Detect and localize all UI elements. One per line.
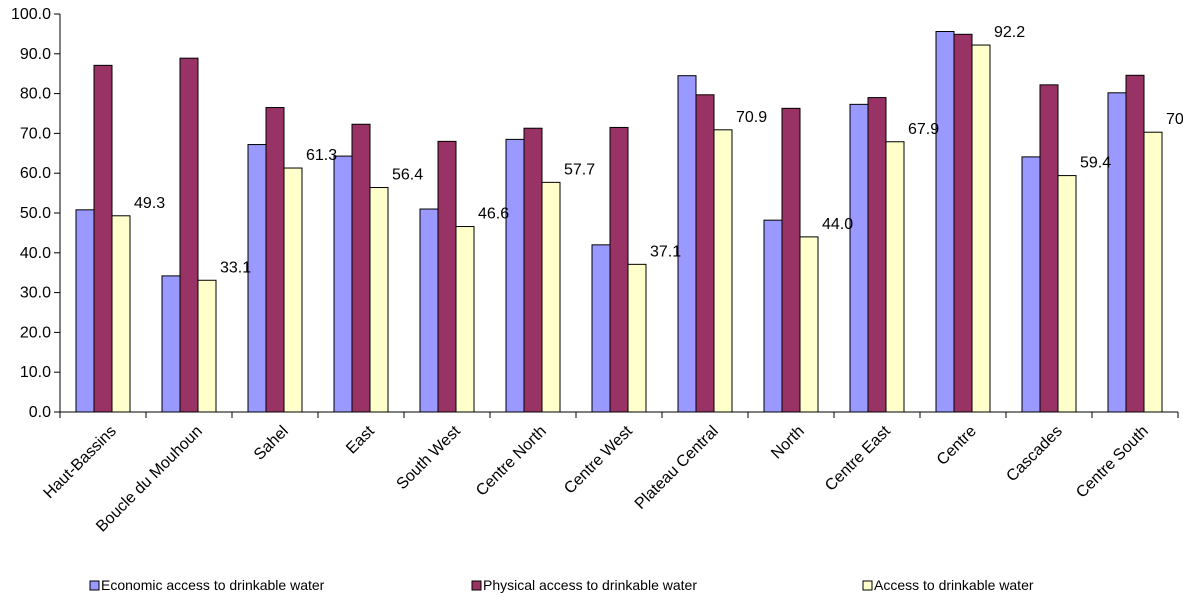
category-label: Centre East (822, 422, 894, 494)
bar (111, 215, 131, 413)
bar (283, 167, 303, 413)
data-label: 92.2 (994, 24, 1025, 41)
bar (885, 141, 905, 413)
category-label: Centre North (473, 423, 550, 500)
legend-label: Economic access to drinkable water (101, 577, 325, 593)
legend-label: Access to drinkable water (874, 577, 1034, 593)
bar (351, 123, 371, 413)
category-label: Centre (934, 423, 980, 469)
category-label: South West (394, 422, 465, 493)
bar (179, 57, 199, 413)
category-label: East (343, 422, 378, 457)
category-label: Cascades (1003, 423, 1065, 485)
y-tick-label: 100.0 (11, 6, 51, 23)
data-label: 70.3 (1166, 111, 1183, 128)
data-label: 46.6 (478, 206, 509, 223)
y-tick-label: 40.0 (20, 245, 51, 262)
y-tick-label: 50.0 (20, 205, 51, 222)
bar (161, 275, 181, 413)
legend: Economic access to drinkable water Physic… (89, 577, 1034, 593)
bar (953, 33, 973, 413)
bar (1039, 84, 1059, 413)
data-label: 37.1 (650, 243, 681, 260)
bar (591, 244, 611, 413)
bar (505, 138, 525, 413)
bar (455, 226, 475, 413)
category-label: Centre South (1073, 423, 1152, 502)
bar (781, 107, 801, 413)
bar (849, 103, 869, 413)
bar (247, 144, 267, 413)
y-tick-label: 70.0 (20, 125, 51, 142)
data-label: 44.0 (822, 216, 853, 233)
data-label: 33.1 (220, 259, 251, 276)
bar (1143, 131, 1163, 413)
data-label: 57.7 (564, 161, 595, 178)
bars (75, 31, 1163, 413)
y-tick-label: 30.0 (20, 285, 51, 302)
y-tick-label: 20.0 (20, 324, 51, 341)
bar (93, 64, 113, 413)
bar (713, 129, 733, 413)
category-label: Centre West (561, 422, 636, 497)
category-label: Haut-Bassins (41, 423, 120, 502)
category-label: Plateau Central (632, 423, 722, 513)
data-label: 59.4 (1080, 155, 1111, 172)
data-label: 56.4 (392, 167, 423, 184)
bar (609, 126, 629, 413)
bar (265, 107, 285, 413)
legend-swatch (89, 580, 100, 591)
y-tick-label: 80.0 (20, 86, 51, 103)
bar (197, 279, 217, 413)
bar (1125, 74, 1145, 413)
bar (627, 263, 647, 413)
y-tick-label: 10.0 (20, 364, 51, 381)
bar (419, 208, 439, 413)
data-label: 49.3 (134, 195, 165, 212)
bar (935, 31, 955, 413)
bar (799, 236, 819, 413)
bar (333, 155, 353, 413)
legend-label: Physical access to drinkable water (483, 577, 697, 593)
bar (1057, 175, 1077, 413)
data-label: 67.9 (908, 121, 939, 138)
bar (1107, 92, 1127, 413)
bar (971, 44, 991, 413)
bar (541, 181, 561, 413)
category-label: North (768, 423, 808, 463)
bar (523, 127, 543, 413)
bar (369, 187, 389, 413)
legend-swatch (471, 580, 482, 591)
bar (1021, 156, 1041, 413)
y-tick-label: 90.0 (20, 46, 51, 63)
axes: 0.0 10.0 20.0 30.0 40.0 50.0 60.0 70.0 80.0 90.0 1… (11, 6, 1179, 421)
bar (437, 140, 457, 413)
data-label: 61.3 (306, 147, 337, 164)
data-label: 70.9 (736, 109, 767, 126)
y-tick-label: 0.0 (29, 404, 51, 421)
bar (763, 219, 783, 413)
legend-swatch (862, 580, 873, 591)
bar (695, 94, 715, 413)
bar (867, 97, 887, 413)
y-tick-label: 60.0 (20, 165, 51, 182)
bar (75, 209, 95, 413)
category-label: Sahel (251, 423, 292, 464)
